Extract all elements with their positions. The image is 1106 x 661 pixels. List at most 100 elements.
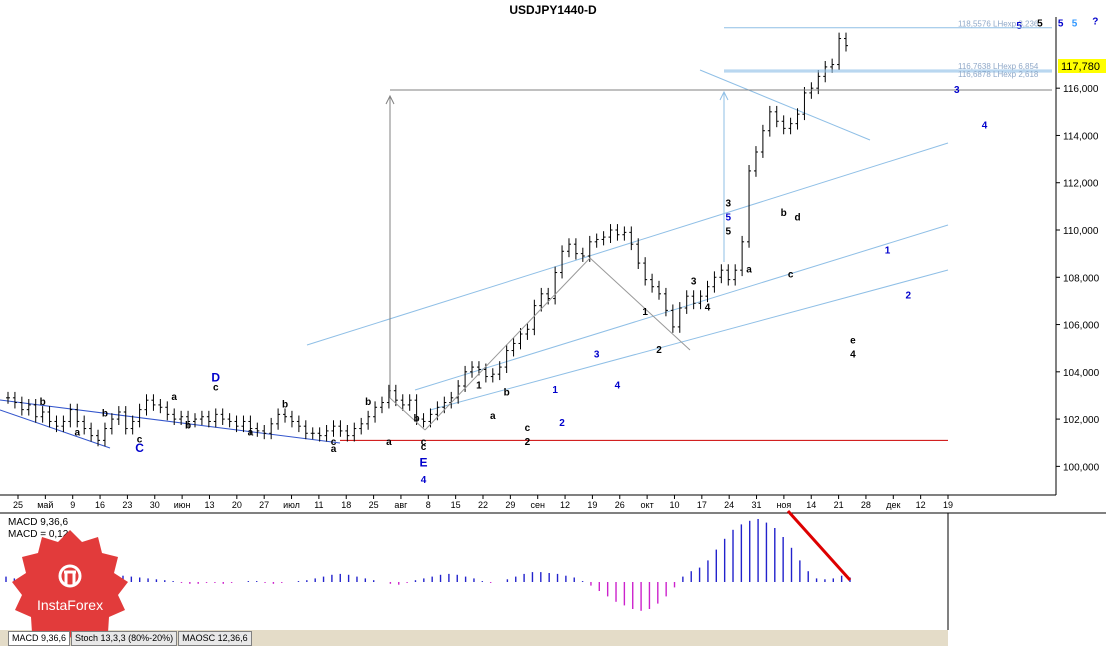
date-tick-label: июл	[283, 500, 300, 510]
wave-label: C	[135, 441, 144, 455]
channel-line	[306, 142, 949, 346]
wave-zigzag	[389, 397, 426, 431]
date-tick-label: 25	[369, 500, 379, 510]
wave-label: 3	[691, 276, 697, 287]
date-tick-label: окт	[641, 500, 654, 510]
date-tick-label: 18	[341, 500, 351, 510]
wave-label: 4	[850, 350, 856, 361]
wave-label: 2	[559, 418, 565, 429]
date-tick-label: май	[37, 500, 53, 510]
date-tick-label: 30	[150, 500, 160, 510]
date-tick-label: сен	[530, 500, 545, 510]
wave-label: 4	[705, 302, 711, 313]
wave-label: 3	[954, 85, 960, 96]
wave-label: a	[331, 444, 337, 455]
instaforex-logo-icon	[58, 564, 82, 588]
watermark-text: InstaForex	[37, 597, 103, 613]
date-tick-label: 14	[806, 500, 816, 510]
projection-line	[699, 69, 871, 141]
wave-label: 4	[421, 475, 427, 486]
wave-label: c	[137, 435, 143, 446]
macd-value-label: MACD = 0,12	[8, 529, 69, 540]
target-levels: 118,5576 LHexp 3,236 116,7638 LHexp 6,854…	[724, 20, 1052, 79]
price-tick-label: 102,000	[1063, 415, 1100, 426]
wave-label: b	[365, 397, 371, 408]
wave-zigzag	[424, 257, 591, 431]
wave-label: c	[788, 269, 794, 280]
wave-label: 1	[642, 307, 648, 318]
date-tick-label: 19	[587, 500, 597, 510]
indicator-tabs: MACD 9,36,6 Stoch 13,3,3 (80%-20%) MAOSC…	[8, 631, 253, 646]
wave-label: c	[213, 383, 219, 394]
target-level-label: 118,5576 LHexp 3,236	[958, 20, 1039, 29]
tab-maosc[interactable]: MAOSC 12,36,6	[178, 631, 252, 646]
price-tick-label: 114,000	[1063, 131, 1099, 142]
ohlc-bars	[6, 32, 848, 447]
date-tick-label: 9	[70, 500, 75, 510]
date-tick-label: 27	[259, 500, 269, 510]
wave-label: ?	[1092, 16, 1098, 27]
date-tick-label: 23	[122, 500, 132, 510]
wave-label: d	[794, 213, 800, 224]
target-level-label: 116,7638 LHexp 6,854	[958, 62, 1039, 71]
wave-label: 4	[615, 380, 621, 391]
tab-macd[interactable]: MACD 9,36,6	[8, 631, 71, 646]
wave-label: b	[781, 208, 787, 219]
date-tick-label: 17	[697, 500, 707, 510]
channel-lines	[0, 69, 949, 449]
wave-label: a	[74, 428, 80, 439]
target-level-label: 116,6878 LHexp 2,618	[958, 70, 1039, 79]
wave-label: b	[282, 399, 288, 410]
date-tick-label: 20	[232, 500, 242, 510]
macd-divergence-line	[786, 509, 852, 582]
wave-label: b	[414, 413, 420, 424]
wave-label: c	[525, 423, 531, 434]
date-tick-label: 16	[95, 500, 105, 510]
wave-label: 2	[525, 437, 531, 448]
date-tick-label: авг	[394, 500, 408, 510]
date-tick-label: 19	[943, 500, 953, 510]
date-tick-label: 13	[204, 500, 214, 510]
wave-label: c	[331, 437, 337, 448]
wave-label: a	[746, 265, 752, 276]
price-tick-label: 110,000	[1063, 226, 1099, 237]
wave-label: c	[421, 442, 427, 453]
wave-label: b	[185, 421, 191, 432]
macd-title: MACD 9,36,6	[8, 517, 68, 528]
channel-line	[429, 269, 949, 411]
date-tick-label: 28	[861, 500, 871, 510]
date-tick-label: 11	[314, 500, 323, 510]
date-tick-label: 24	[724, 500, 734, 510]
date-tick-label: 8	[426, 500, 431, 510]
wave-label: 5	[725, 227, 731, 238]
price-tick-label: 112,000	[1063, 179, 1099, 190]
date-tick-label: 12	[560, 500, 570, 510]
tab-stoch[interactable]: Stoch 13,3,3 (80%-20%)	[71, 631, 178, 646]
target-arrow-head	[719, 90, 729, 101]
date-tick-label: 12	[916, 500, 926, 510]
wave-label: 3	[725, 198, 731, 209]
wave-label: E	[420, 455, 428, 469]
wave-label: 5	[725, 213, 731, 224]
wave-label: e	[850, 335, 856, 346]
wave-label: a	[248, 428, 254, 439]
macd-panel	[5, 509, 852, 611]
date-tick-label: дек	[886, 500, 900, 510]
price-tick-label: 106,000	[1063, 321, 1100, 332]
current-price-tag	[1058, 59, 1106, 73]
wave-label: 1	[476, 380, 482, 391]
price-tick-label: 108,000	[1063, 273, 1100, 284]
wave-label: 2	[656, 345, 662, 356]
wave-label: 4	[982, 120, 988, 131]
date-tick-label: 26	[615, 500, 625, 510]
wave-zigzag	[589, 257, 691, 351]
wave-label: 5	[1016, 21, 1022, 32]
wave-label: 2	[906, 291, 912, 302]
date-tick-label: 31	[752, 500, 762, 510]
wave-label: 1	[885, 246, 891, 257]
wave-label: a	[490, 411, 496, 422]
date-tick-label: июн	[174, 500, 191, 510]
wave-label: D	[211, 370, 220, 384]
